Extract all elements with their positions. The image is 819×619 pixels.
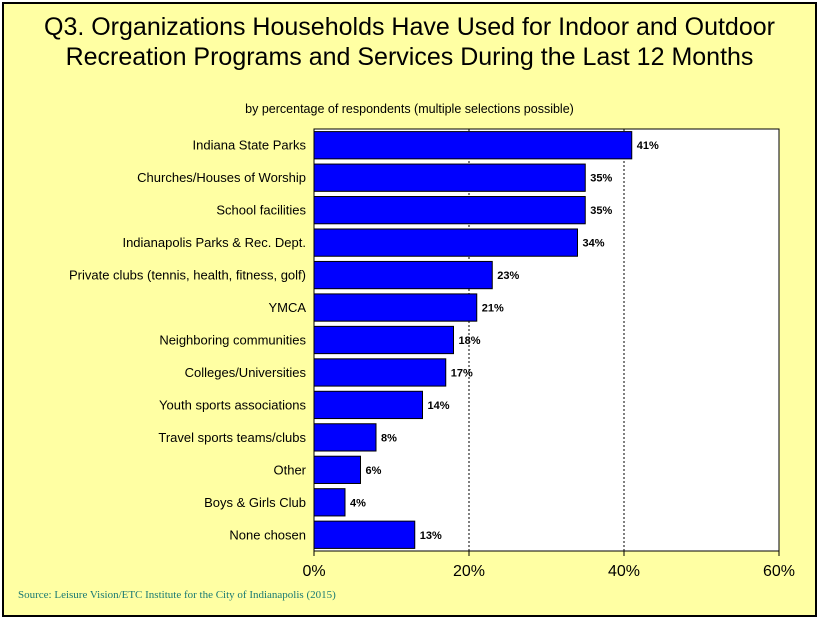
category-label: Boys & Girls Club: [204, 495, 306, 510]
bar: [313, 520, 416, 549]
source-note: Source: Leisure Vision/ETC Institute for…: [18, 589, 336, 601]
chart-title-line-2: Recreation Programs and Services During …: [65, 43, 754, 71]
bar-chart: Indiana State Parks 41% Churches/Houses of…: [69, 128, 795, 580]
data-label: 13%: [420, 530, 442, 542]
data-label: 21%: [482, 303, 504, 315]
category-label: Churches/Houses of Worship: [137, 170, 306, 185]
chart-title-line-1: Q3. Organizations Households Have Used f…: [44, 13, 775, 41]
chart-subtitle: by percentage of respondents (multiple s…: [245, 102, 574, 116]
x-tick-label: 60%: [763, 563, 795, 580]
category-label: None chosen: [229, 527, 306, 542]
category-label: Indiana State Parks: [193, 138, 307, 153]
bar: [313, 228, 578, 257]
bar: [313, 390, 423, 420]
category-label: Colleges/Universities: [185, 365, 307, 380]
data-label: 4%: [350, 497, 366, 509]
category-label: Private clubs (tennis, health, fitness, …: [69, 268, 306, 283]
bar: [313, 260, 493, 290]
data-label: 35%: [590, 173, 612, 185]
data-label: 8%: [381, 432, 397, 444]
data-label: 14%: [428, 400, 450, 412]
bar: [313, 293, 478, 322]
category-label: Neighboring communities: [159, 333, 306, 348]
x-tick-label: 40%: [608, 563, 640, 580]
data-label: 35%: [590, 205, 612, 217]
data-label: 18%: [459, 335, 481, 347]
x-tick-label: 20%: [453, 563, 485, 580]
bar: [313, 163, 586, 192]
bar: [313, 358, 447, 387]
x-tick-label: 0%: [302, 563, 325, 580]
category-label: Indianapolis Parks & Rec. Dept.: [122, 235, 306, 250]
bar: [313, 423, 377, 452]
bar: [313, 131, 633, 160]
bar: [313, 455, 361, 484]
category-label: Youth sports associations: [159, 397, 306, 412]
category-label: School facilities: [216, 203, 306, 218]
data-label: 6%: [366, 465, 382, 477]
bar: [313, 488, 346, 517]
data-label: 23%: [497, 270, 519, 282]
data-label: 17%: [451, 367, 473, 379]
chart-title: Q3. Organizations Households Have Used f…: [4, 12, 815, 72]
bar: [313, 196, 586, 225]
bar: [313, 325, 454, 355]
category-label: YMCA: [268, 300, 306, 315]
category-label: Other: [273, 462, 306, 477]
category-label: Travel sports teams/clubs: [158, 430, 306, 445]
data-label: 34%: [583, 238, 605, 250]
data-label: 41%: [637, 140, 659, 152]
